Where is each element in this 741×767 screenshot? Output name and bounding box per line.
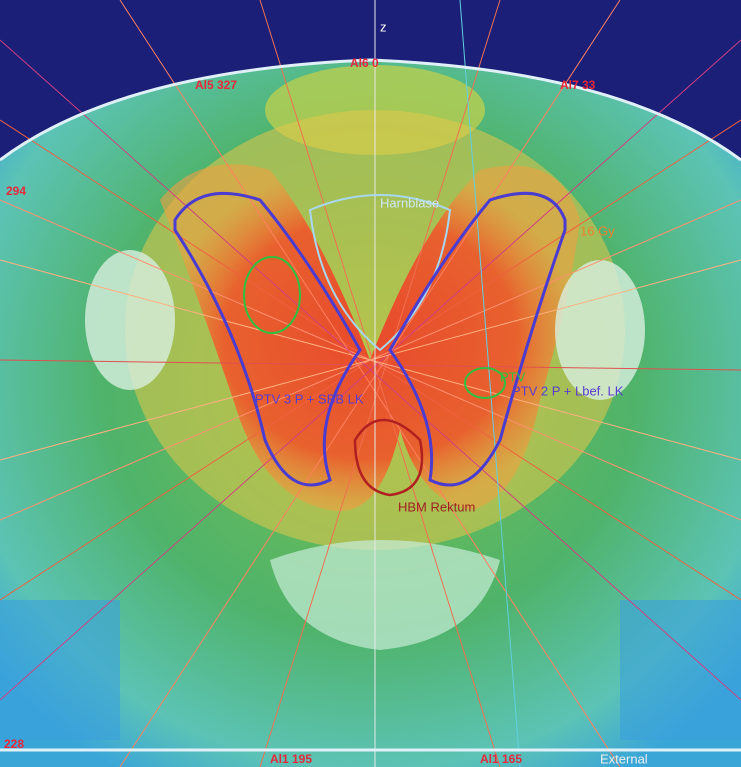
beam-label: Al7 33 [560,78,596,92]
structure-label: PTV 3 P + SBB LK [255,391,364,406]
axis-label: z [380,19,387,34]
bone [85,250,175,390]
ptv-contour [173,191,362,487]
dose-blue [620,600,741,740]
structure-label: Harnblase [380,195,439,210]
ptv-contour [388,191,567,487]
dose-blue [0,600,120,740]
structure-label: External [600,751,648,766]
rectum-contour [353,418,424,497]
structure-label: HBM Rektum [398,499,475,514]
external-contour [0,58,741,162]
beam-label: Al1 165 [480,752,522,766]
beam-label: Al5 327 [195,78,237,92]
node-contour [243,256,301,334]
beam-label: Al1 195 [270,752,312,766]
isodose-label: 16 Gy [580,223,615,238]
node-contour [464,367,506,399]
structure-label: PTV [500,369,526,384]
bladder-contour [308,194,452,352]
beam-label: 294 [6,184,26,198]
dose-red [160,164,580,511]
beam-label: Al6 0 [350,56,379,70]
bone [270,540,500,650]
beam-label: 228 [4,737,24,751]
bone [555,260,645,400]
structure-label: PTV 2 P + Lbef. LK [512,383,624,398]
